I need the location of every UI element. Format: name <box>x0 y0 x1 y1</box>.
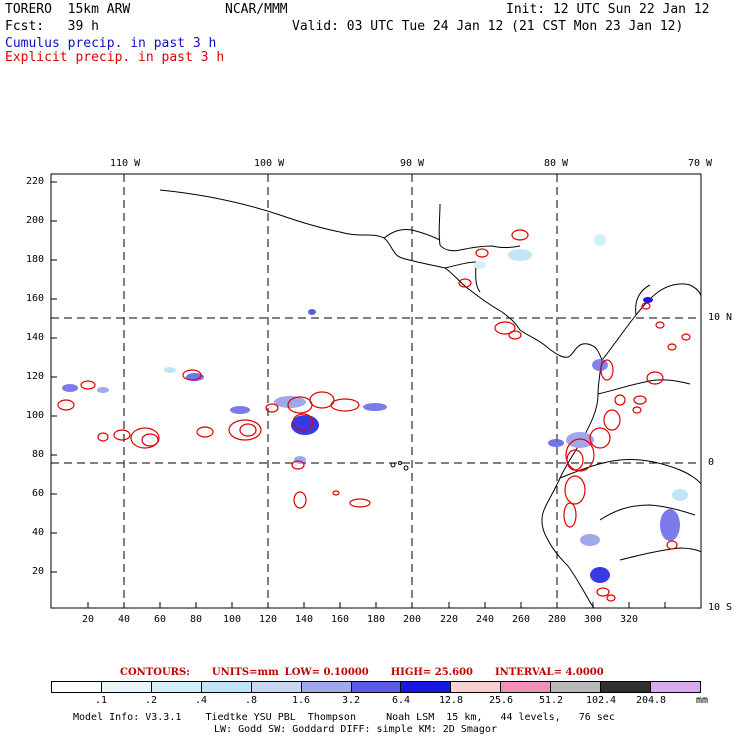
org-label: NCAR/MMM <box>225 2 288 17</box>
legend-level-label: 3.2 <box>341 695 361 706</box>
legend-color-cell <box>201 682 252 692</box>
x-tick: 220 <box>440 614 459 625</box>
x-tick: 200 <box>403 614 422 625</box>
legend-color-cell <box>101 682 152 692</box>
legend-color-cell <box>301 682 352 692</box>
x-tick: 280 <box>548 614 567 625</box>
legend-color-cell <box>151 682 202 692</box>
y-tick: 220 <box>26 176 45 187</box>
model-info-line1: Model Info: V3.3.1 Tiedtke YSU PBL Thomp… <box>73 712 615 723</box>
legend-color-cell <box>351 682 402 692</box>
contours-interval: INTERVAL= 4.0000 <box>494 667 604 678</box>
field-explicit-label: Explicit precip. in past 3 h <box>5 50 225 65</box>
y-tick: 200 <box>26 215 45 226</box>
contours-units: UNITS=mm <box>211 667 279 678</box>
lon-label-90w: 90 W <box>400 158 425 169</box>
lon-label-80w: 80 W <box>544 158 569 169</box>
x-tick: 180 <box>367 614 386 625</box>
legend-color-cell <box>601 682 652 692</box>
legend-level-label: .8 <box>244 695 258 706</box>
legend-color-cell <box>551 682 602 692</box>
x-tick: 240 <box>476 614 495 625</box>
explicit-precip-contours <box>57 229 691 602</box>
x-tick: 320 <box>620 614 639 625</box>
lon-label-100w: 100 W <box>254 158 285 169</box>
x-tick: 60 <box>154 614 167 625</box>
legend-level-label: .4 <box>194 695 208 706</box>
x-tick: 120 <box>259 614 278 625</box>
cumulus-precip-areas <box>62 234 688 583</box>
x-tick: 160 <box>331 614 350 625</box>
legend-color-cell <box>52 682 102 692</box>
y-tick: 100 <box>26 410 45 421</box>
x-tick: 100 <box>223 614 242 625</box>
contours-low: LOW= 0.10000 <box>284 667 369 678</box>
forecast-hour: Fcst: 39 h <box>5 19 99 34</box>
valid-time: Valid: 03 UTC Tue 24 Jan 12 (21 CST Mon … <box>292 19 684 34</box>
legend-level-label: 51.2 <box>538 695 564 706</box>
legend-color-cell <box>251 682 302 692</box>
contours-label: CONTOURS: <box>120 667 190 678</box>
x-tick: 260 <box>512 614 531 625</box>
axis-ticks <box>51 181 666 608</box>
x-tick: 20 <box>82 614 95 625</box>
y-tick: 40 <box>32 527 45 538</box>
legend-level-label: 204.8 <box>635 695 667 706</box>
legend-color-cell <box>401 682 452 692</box>
lat-label-10n: 10 N <box>708 312 733 323</box>
legend-level-label: 12.8 <box>438 695 464 706</box>
legend-color-cell <box>451 682 502 692</box>
lon-label-110w: 110 W <box>110 158 141 169</box>
y-tick: 140 <box>26 332 45 343</box>
legend-level-label: 102.4 <box>585 695 617 706</box>
lat-label-0: 0 <box>708 457 715 468</box>
field-cumulus-label: Cumulus precip. in past 3 h <box>5 36 217 51</box>
lat-label-10s: 10 S <box>708 602 733 613</box>
y-tick: 120 <box>26 371 45 382</box>
y-tick: 60 <box>32 488 45 499</box>
legend-level-label: 25.6 <box>488 695 514 706</box>
model-info-line2: LW: Godd SW: Goddard DIFF: simple KM: 2D… <box>214 724 497 735</box>
legend-colorbar <box>51 681 701 693</box>
init-time: Init: 12 UTC Sun 22 Jan 12 <box>506 2 710 17</box>
contours-high: HIGH= 25.600 <box>390 667 473 678</box>
x-tick: 140 <box>295 614 314 625</box>
coastlines <box>159 189 702 609</box>
legend-level-label: 1.6 <box>291 695 311 706</box>
legend-color-cell <box>651 682 700 692</box>
contours-info: CONTOURS: UNITS=mm LOW= 0.10000 HIGH= 25.60… <box>120 667 626 678</box>
y-tick: 20 <box>32 566 45 577</box>
lat-lon-grid <box>51 174 701 608</box>
legend-level-label: 6.4 <box>391 695 411 706</box>
y-tick: 160 <box>26 293 45 304</box>
x-tick: 40 <box>118 614 131 625</box>
galapagos-islands <box>390 461 409 471</box>
lon-label-70w: 70 W <box>688 158 713 169</box>
x-tick: 80 <box>190 614 203 625</box>
legend-unit: mm <box>696 695 709 706</box>
y-tick: 80 <box>32 449 45 460</box>
x-tick: 300 <box>584 614 603 625</box>
model-title: TORERO 15km ARW <box>5 2 131 17</box>
legend-level-label: .1 <box>94 695 108 706</box>
y-tick: 180 <box>26 254 45 265</box>
legend-color-cell <box>501 682 552 692</box>
legend-level-label: .2 <box>144 695 158 706</box>
